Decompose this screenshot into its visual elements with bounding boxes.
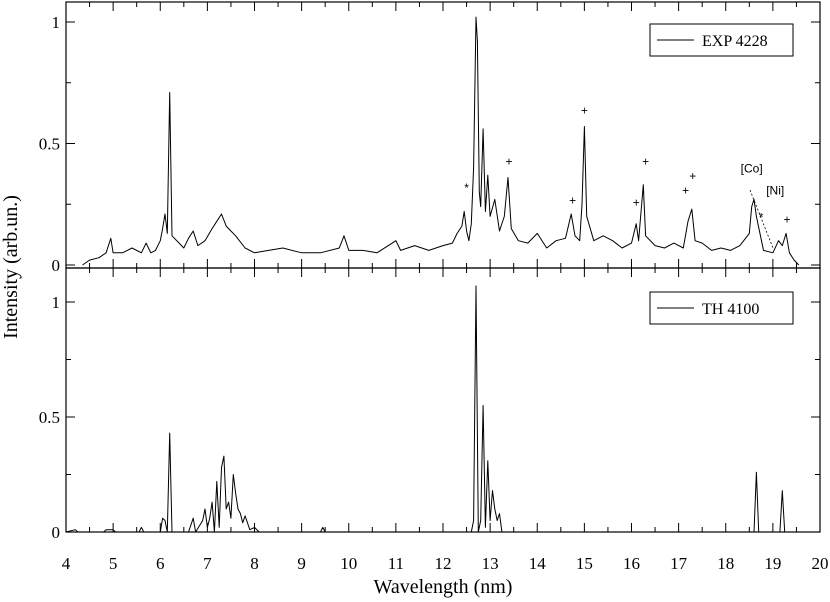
x-axis-tick-labels: 4 5 6 7 8 9 10 11 12 13 14 15 16 17 18 19 20 bbox=[62, 554, 829, 573]
peak-annotation: + bbox=[569, 193, 576, 207]
x-tick-label: 8 bbox=[250, 554, 259, 573]
y-axis-title: Intensity (arb.un.) bbox=[0, 195, 22, 339]
peak-annotation: [Co] bbox=[741, 162, 763, 176]
x-axis-title: Wavelength (nm) bbox=[374, 576, 513, 598]
peak-annotation: + bbox=[682, 184, 689, 198]
x-tick-label: 7 bbox=[203, 554, 212, 573]
bottom-panel-ticks: 00.51 bbox=[39, 268, 821, 542]
peak-annotation: + bbox=[689, 169, 696, 183]
y-tick-label: 1 bbox=[52, 293, 61, 312]
th-4100-series-line bbox=[65, 285, 820, 533]
bottom-panel: 00.51 TH 4100 bbox=[39, 267, 821, 542]
x-tick-label: 11 bbox=[388, 554, 404, 573]
x-tick-label: 12 bbox=[435, 554, 452, 573]
x-tick-label: 9 bbox=[297, 554, 306, 573]
bottom-legend-box bbox=[649, 291, 794, 325]
x-tick-label: 15 bbox=[576, 554, 593, 573]
y-tick-label: 0.5 bbox=[39, 135, 60, 154]
top-panel: 00.51 *+++++++[Co][Ni]*+ EXP 4228 bbox=[39, 1, 821, 275]
peak-annotation: + bbox=[633, 196, 640, 210]
x-tick-label: 5 bbox=[109, 554, 118, 573]
peak-annotation: + bbox=[642, 154, 649, 168]
x-tick-label: 13 bbox=[482, 554, 499, 573]
top-legend: EXP 4228 bbox=[649, 23, 794, 57]
x-tick-label: 20 bbox=[812, 554, 829, 573]
peak-annotation: * bbox=[759, 210, 764, 224]
x-tick-label: 10 bbox=[340, 554, 357, 573]
x-tick-label: 16 bbox=[623, 554, 640, 573]
x-tick-label: 17 bbox=[670, 554, 688, 573]
x-tick-label: 6 bbox=[156, 554, 165, 573]
bottom-legend: TH 4100 bbox=[649, 291, 794, 325]
peak-annotation: + bbox=[581, 103, 588, 117]
y-tick-label: 0 bbox=[52, 523, 61, 542]
peak-annotation: [Ni] bbox=[766, 184, 784, 198]
peak-annotation: * bbox=[464, 181, 469, 195]
x-tick-label: 19 bbox=[764, 554, 781, 573]
top-panel-annotations: *+++++++[Co][Ni]*+ bbox=[464, 103, 790, 226]
exp-4228-series-line bbox=[82, 16, 800, 266]
y-tick-label: 0 bbox=[52, 256, 61, 275]
top-panel-ticks: 00.51 bbox=[39, 2, 821, 275]
x-tick-label: 14 bbox=[529, 554, 547, 573]
x-tick-label: 4 bbox=[62, 554, 71, 573]
bottom-legend-label: TH 4100 bbox=[702, 301, 759, 318]
x-tick-label: 18 bbox=[717, 554, 734, 573]
peak-annotation: + bbox=[505, 154, 512, 168]
peak-annotation: + bbox=[784, 213, 791, 227]
y-tick-label: 0.5 bbox=[39, 408, 60, 427]
top-legend-label: EXP 4228 bbox=[702, 33, 768, 50]
y-tick-label: 1 bbox=[52, 13, 61, 32]
